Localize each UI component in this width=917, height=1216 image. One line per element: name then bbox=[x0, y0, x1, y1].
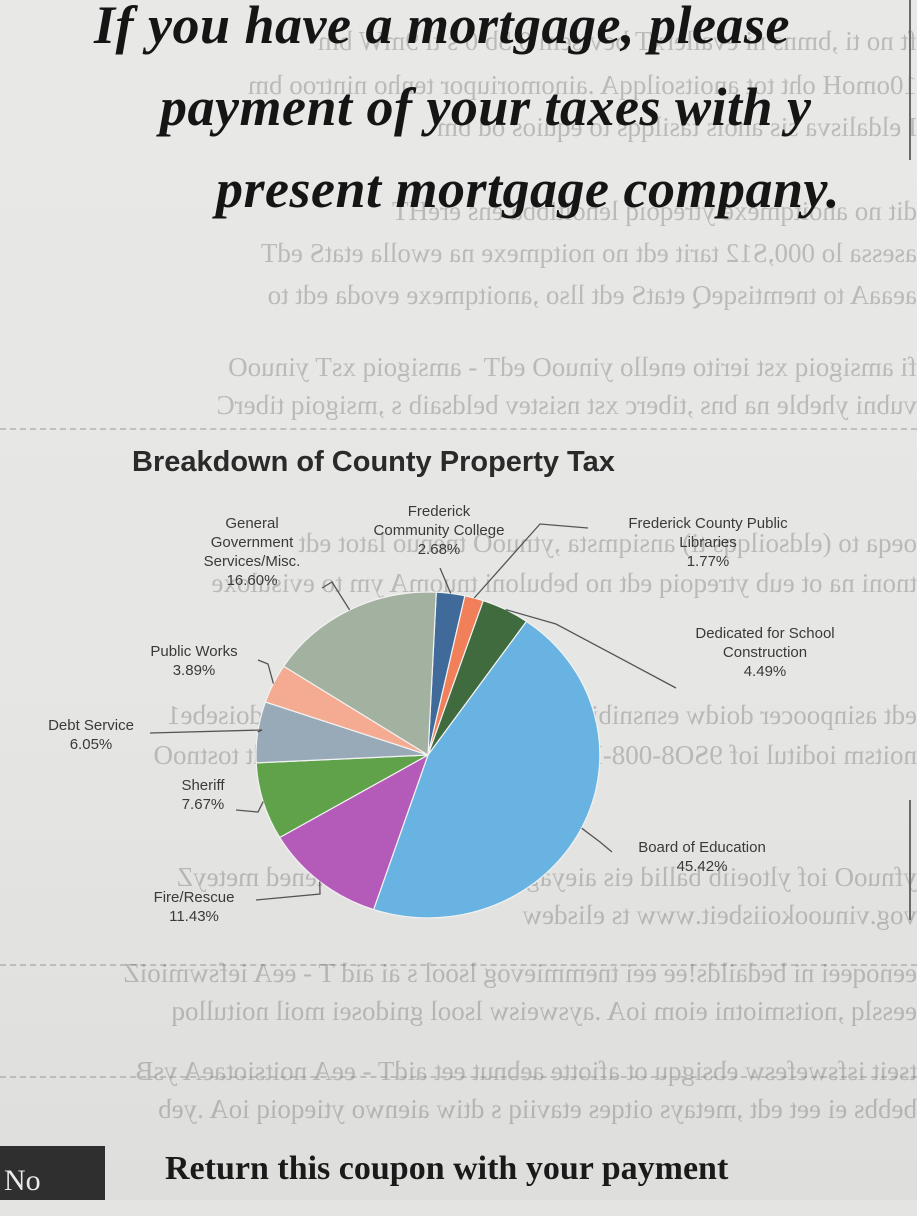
coupon-number-box: No bbox=[0, 1146, 105, 1200]
label-board-of-education: Board of Education 45.42% bbox=[612, 838, 792, 876]
label-line: Frederick bbox=[407, 503, 471, 520]
label-school-construction: Dedicated for School Construction 4.49% bbox=[660, 624, 870, 681]
leader-line bbox=[439, 567, 452, 594]
label-percent: 6.05% bbox=[69, 736, 113, 753]
coupon-instructions: Return this coupon with your payment bbox=[165, 1150, 729, 1187]
label-percent: 45.42% bbox=[676, 858, 728, 875]
label-line: General bbox=[225, 515, 279, 532]
label-line: Sheriff bbox=[181, 777, 225, 794]
label-public-libraries: Frederick County Public Libraries 1.77% bbox=[588, 514, 828, 571]
leader-line bbox=[505, 608, 677, 689]
leader-line bbox=[581, 827, 613, 853]
label-debt-service: Debt Service 6.05% bbox=[26, 716, 156, 754]
label-line: Debt Service bbox=[48, 717, 134, 734]
column-rule bbox=[909, 800, 911, 920]
label-line: Community College bbox=[373, 522, 505, 539]
leader-line bbox=[255, 881, 321, 901]
label-public-works: Public Works 3.89% bbox=[124, 642, 264, 680]
label-percent: 3.89% bbox=[172, 662, 216, 679]
column-rule bbox=[909, 0, 911, 160]
label-line: Construction bbox=[722, 644, 808, 661]
label-line: Frederick County Public bbox=[628, 515, 788, 532]
headline-line-2: payment of your taxes with y bbox=[160, 77, 812, 137]
leader-line bbox=[473, 523, 589, 599]
headline-line-3: present mortgage company. bbox=[216, 159, 840, 219]
label-percent: 1.77% bbox=[686, 553, 730, 570]
bleed-through-rule bbox=[0, 428, 917, 430]
label-line: Government bbox=[210, 534, 294, 551]
bleed-through-rule bbox=[0, 1076, 917, 1078]
label-line: Fire/Rescue bbox=[153, 889, 235, 906]
label-percent: 7.67% bbox=[181, 796, 225, 813]
pie-slice-board-of-education bbox=[372, 620, 601, 919]
leader-line bbox=[321, 581, 351, 611]
leader-line bbox=[149, 729, 263, 734]
headline-line-1: If you have a mortgage, please bbox=[94, 0, 790, 55]
label-line: Public Works bbox=[150, 643, 238, 660]
label-percent: 2.68% bbox=[417, 541, 461, 558]
label-community-college: Frederick Community College 2.68% bbox=[344, 502, 534, 559]
label-percent: 4.49% bbox=[743, 663, 787, 680]
pie-slice-general-government-services-misc bbox=[282, 591, 437, 757]
label-line: Dedicated for School bbox=[695, 625, 835, 642]
leader-line bbox=[257, 659, 275, 684]
label-sheriff: Sheriff 7.67% bbox=[158, 776, 248, 814]
label-fire-rescue: Fire/Rescue 11.43% bbox=[134, 888, 254, 926]
chart-title: Breakdown of County Property Tax bbox=[132, 446, 615, 478]
label-line: Libraries bbox=[679, 534, 737, 551]
label-line: Board of Education bbox=[638, 839, 766, 856]
leader-line bbox=[235, 801, 264, 813]
label-percent: 11.43% bbox=[169, 908, 219, 925]
label-general-government: General Government Services/Misc. 16.60% bbox=[182, 514, 322, 590]
label-percent: 16.60% bbox=[226, 572, 278, 589]
label-line: Services/Misc. bbox=[203, 553, 301, 570]
bleed-through-rule bbox=[0, 964, 917, 966]
